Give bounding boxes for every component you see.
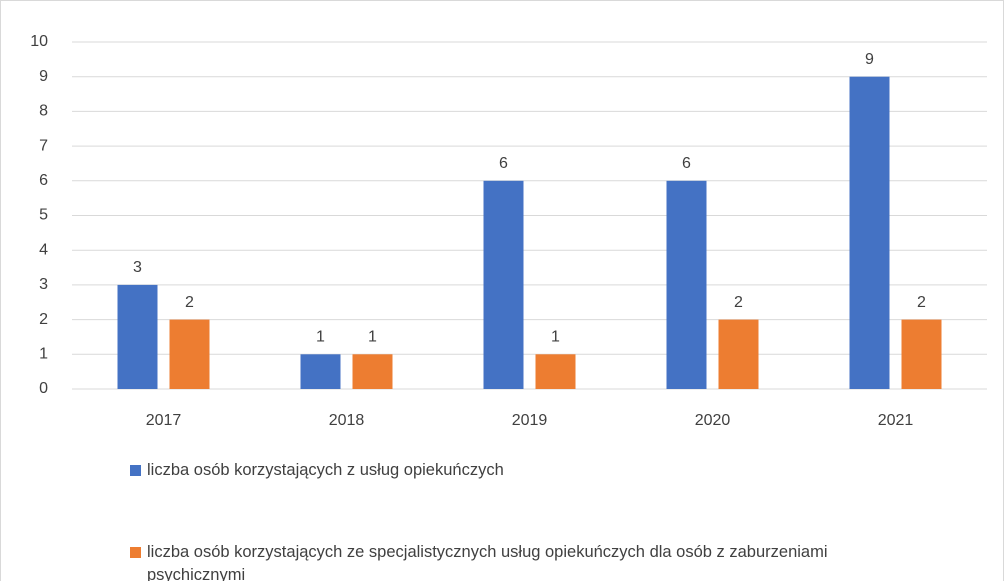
- legend-item: liczba osób korzystających ze specjalist…: [130, 541, 837, 581]
- data-label: 2: [734, 294, 743, 311]
- data-label: 9: [865, 51, 874, 68]
- legend-swatch: [130, 465, 141, 476]
- data-label: 1: [316, 329, 325, 346]
- y-tick-label: 1: [39, 346, 48, 363]
- y-tick-label: 2: [39, 311, 48, 328]
- bar: [849, 76, 890, 389]
- y-tick-label: 5: [39, 207, 48, 224]
- x-tick-label: 2021: [878, 412, 914, 429]
- bar: [718, 319, 759, 389]
- x-tick-label: 2020: [695, 412, 731, 429]
- data-label: 6: [682, 155, 691, 172]
- legend-label: liczba osób korzystających ze specjalist…: [147, 543, 828, 581]
- bar: [483, 180, 524, 389]
- y-tick-label: 6: [39, 172, 48, 189]
- bar: [535, 354, 576, 389]
- bar: [352, 354, 393, 389]
- y-tick-label: 0: [39, 380, 48, 397]
- bar: [666, 180, 707, 389]
- bar: [901, 319, 942, 389]
- y-tick-label: 8: [39, 103, 48, 120]
- data-label: 2: [917, 294, 926, 311]
- data-label: 1: [368, 329, 377, 346]
- bar: [117, 284, 158, 389]
- y-tick-label: 3: [39, 276, 48, 293]
- legend-swatch: [130, 547, 141, 558]
- legend-item: liczba osób korzystających z usług opiek…: [130, 459, 837, 482]
- data-label: 1: [551, 329, 560, 346]
- y-tick-label: 10: [30, 33, 48, 50]
- data-label: 3: [133, 259, 142, 276]
- y-tick-label: 7: [39, 137, 48, 154]
- data-label: 6: [499, 155, 508, 172]
- x-tick-label: 2018: [329, 412, 365, 429]
- data-label: 2: [185, 294, 194, 311]
- legend-label: liczba osób korzystających z usług opiek…: [147, 461, 504, 479]
- y-tick-label: 9: [39, 68, 48, 85]
- bar: [169, 319, 210, 389]
- x-tick-label: 2019: [512, 412, 548, 429]
- y-tick-label: 4: [39, 241, 48, 258]
- x-tick-label: 2017: [146, 412, 182, 429]
- bar: [300, 354, 341, 389]
